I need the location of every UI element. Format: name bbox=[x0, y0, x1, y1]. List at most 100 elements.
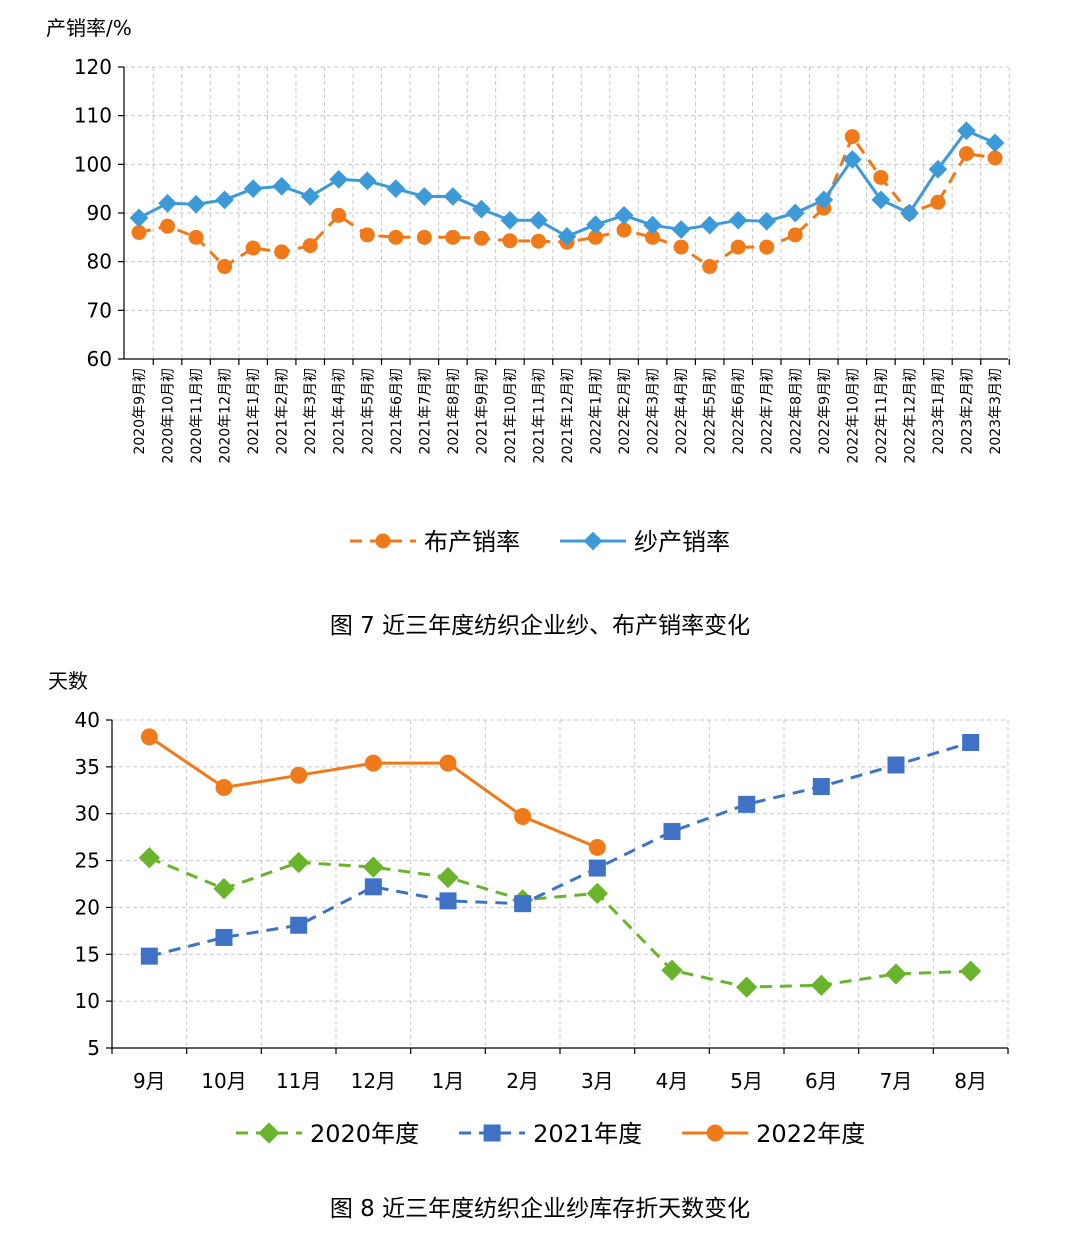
y-axis-title: 产销率/% bbox=[46, 16, 132, 40]
data-point bbox=[272, 176, 292, 196]
data-point bbox=[186, 194, 206, 214]
x-tick-label: 2020年11月初 bbox=[188, 368, 205, 463]
legend-marker bbox=[258, 1122, 280, 1144]
series-line bbox=[148, 735, 598, 849]
data-point bbox=[158, 193, 177, 213]
data-point bbox=[215, 190, 234, 210]
legend-label: 2020年度 bbox=[310, 1120, 419, 1148]
data-point bbox=[388, 229, 404, 245]
x-tick-label: 6月 bbox=[805, 1069, 838, 1093]
x-tick-label: 2021年5月初 bbox=[359, 368, 376, 455]
data-point bbox=[362, 856, 384, 878]
data-point bbox=[514, 895, 532, 913]
data-point bbox=[887, 756, 905, 774]
legend-item-0: 布产销率 bbox=[350, 528, 520, 556]
data-point bbox=[288, 851, 310, 874]
data-point bbox=[957, 121, 976, 141]
data-point bbox=[588, 859, 606, 877]
data-point bbox=[274, 244, 290, 260]
figure-caption: 图 7 近三年度纺织企业纱、布产销率变化 bbox=[330, 613, 750, 639]
data-point bbox=[302, 238, 318, 254]
data-point bbox=[759, 239, 775, 255]
x-tick-label: 2022年2月初 bbox=[616, 368, 633, 455]
data-point bbox=[738, 795, 756, 813]
y-tick-label: 70 bbox=[87, 298, 112, 322]
data-point bbox=[962, 733, 980, 751]
x-tick-label: 1月 bbox=[432, 1069, 465, 1093]
x-tick-label: 2021年9月初 bbox=[473, 368, 490, 455]
data-point bbox=[700, 215, 720, 235]
data-point bbox=[812, 778, 830, 796]
legend-item-1: 2021年度 bbox=[459, 1120, 642, 1148]
y-tick-label: 15 bbox=[75, 942, 100, 966]
x-tick-label: 2022年9月初 bbox=[816, 368, 833, 455]
x-tick-label: 2021年10月初 bbox=[502, 368, 519, 463]
data-point bbox=[500, 210, 520, 230]
x-tick-label: 2021年3月初 bbox=[302, 368, 319, 455]
data-point bbox=[443, 187, 463, 206]
data-point bbox=[160, 218, 176, 234]
data-point bbox=[645, 229, 661, 245]
data-point bbox=[663, 823, 681, 841]
x-tick-label: 2021年2月初 bbox=[274, 368, 291, 455]
y-tick-label: 60 bbox=[87, 347, 112, 371]
data-point bbox=[131, 224, 147, 240]
data-point bbox=[930, 194, 946, 210]
data-point bbox=[300, 187, 320, 206]
data-point bbox=[787, 227, 803, 243]
legend-marker bbox=[583, 531, 603, 551]
inventory-days-chart: 5 10 15 20 25 30 35 40 9月 10月 11月 12月 1月 2月 3月 4月 5月 6月 7月… bbox=[48, 669, 1009, 1222]
x-tick-label: 2022年3月初 bbox=[645, 368, 662, 455]
data-point bbox=[736, 976, 758, 998]
data-point bbox=[331, 207, 347, 223]
data-point bbox=[987, 150, 1003, 166]
y-tick-label: 30 bbox=[75, 802, 100, 826]
x-tick-label: 10月 bbox=[201, 1069, 246, 1093]
data-point bbox=[129, 208, 149, 228]
data-point bbox=[928, 159, 948, 179]
legend-item-1: 纱产销率 bbox=[560, 528, 730, 556]
data-point bbox=[217, 259, 233, 275]
x-tick-label: 2021年1月初 bbox=[245, 368, 262, 455]
x-tick-label: 2023年3月初 bbox=[987, 368, 1004, 455]
data-point bbox=[416, 229, 432, 245]
data-point bbox=[140, 728, 158, 746]
data-point bbox=[671, 220, 691, 239]
data-point bbox=[290, 916, 308, 934]
data-point bbox=[757, 211, 777, 231]
data-point bbox=[844, 129, 860, 145]
y-tick-label: 120 bbox=[74, 55, 112, 79]
data-point bbox=[243, 179, 263, 199]
legend-label: 布产销率 bbox=[424, 528, 520, 556]
data-point bbox=[614, 206, 634, 225]
data-point bbox=[213, 878, 235, 900]
data-point bbox=[445, 229, 461, 245]
x-tick-label: 8月 bbox=[954, 1069, 987, 1093]
x-tick-label: 2022年8月初 bbox=[787, 368, 804, 455]
data-point bbox=[140, 947, 158, 965]
data-point bbox=[643, 215, 662, 235]
data-point bbox=[245, 240, 261, 256]
data-point bbox=[702, 259, 718, 275]
data-point bbox=[215, 928, 233, 946]
x-tick-label: 2020年10月初 bbox=[160, 368, 177, 463]
data-point bbox=[673, 239, 689, 255]
series-line bbox=[148, 741, 972, 958]
legend-marker bbox=[706, 1124, 724, 1142]
data-point bbox=[985, 133, 1005, 153]
x-tick-label: 5月 bbox=[730, 1069, 763, 1093]
gridlines bbox=[112, 719, 1009, 1048]
data-point bbox=[588, 838, 606, 856]
x-tick-label: 2022年11月初 bbox=[873, 368, 890, 463]
x-tick-label: 2021年8月初 bbox=[445, 368, 462, 455]
data-point bbox=[359, 227, 375, 243]
data-point bbox=[842, 150, 862, 169]
gridlines bbox=[124, 66, 1010, 359]
legend-marker bbox=[375, 533, 391, 549]
x-tick-label: 2023年2月初 bbox=[958, 368, 975, 455]
data-point bbox=[785, 203, 805, 223]
data-point bbox=[290, 766, 308, 784]
x-tick-label: 2021年4月初 bbox=[331, 368, 348, 455]
